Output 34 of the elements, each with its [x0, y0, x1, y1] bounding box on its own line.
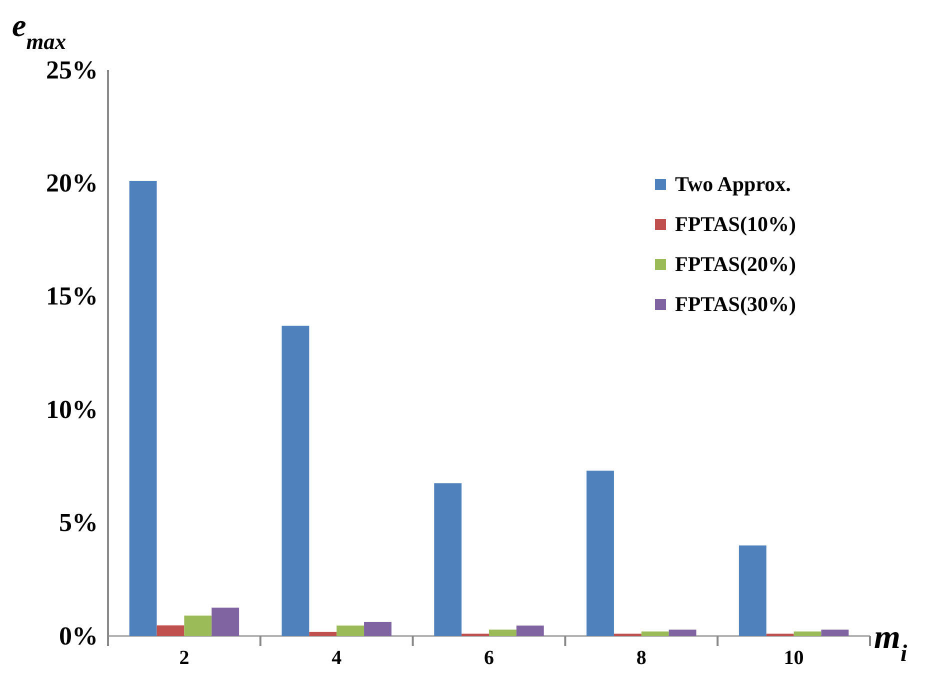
bar: [282, 326, 310, 636]
bar: [489, 630, 516, 636]
bar: [336, 626, 364, 636]
bar: [434, 483, 462, 636]
bar: [184, 616, 212, 636]
y-tick-label: 0%: [59, 621, 98, 650]
x-axis-title: m$_{i}$: [874, 619, 908, 667]
x-tick-label: 10: [784, 647, 804, 670]
bar: [212, 608, 240, 636]
x-tick-label: 2: [179, 647, 190, 670]
legend-label: FPTAS(10%): [675, 212, 796, 236]
bar: [516, 626, 544, 636]
y-axis-title: e$_{max}$: [12, 7, 66, 54]
bar: [668, 630, 696, 636]
y-tick-label: 20%: [46, 168, 98, 198]
x-tick-label: 6: [484, 647, 494, 670]
legend-label: FPTAS(20%): [675, 252, 796, 276]
legend-label: Two Approx.: [675, 172, 791, 196]
bar: [586, 470, 614, 636]
y-tick-label: 25%: [46, 55, 98, 84]
bar: [794, 631, 822, 636]
bar: [641, 631, 669, 636]
x-tick-label: 8: [636, 647, 646, 670]
y-tick-label: 10%: [46, 394, 98, 424]
bar: [821, 630, 849, 636]
bar: [364, 622, 392, 636]
bar: [738, 545, 766, 636]
bar: [309, 632, 337, 636]
bar: [156, 625, 184, 636]
y-tick-label: 5%: [59, 508, 98, 538]
bar: [129, 180, 157, 636]
x-tick-label: 4: [332, 647, 342, 670]
legend-label: FPTAS(30%): [675, 292, 796, 316]
y-tick-label: 15%: [46, 282, 98, 311]
